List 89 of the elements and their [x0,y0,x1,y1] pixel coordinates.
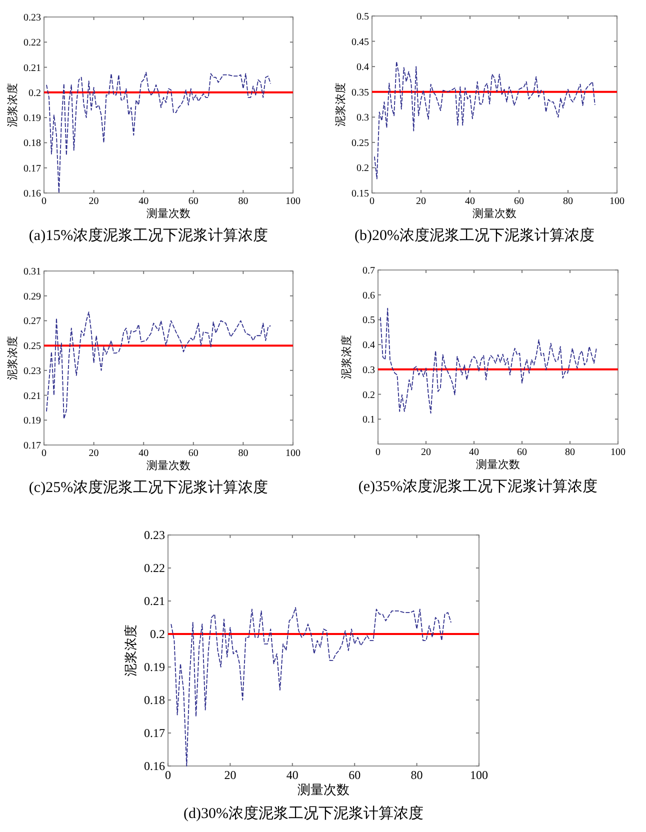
text: (a)15%浓度泥浆工况下泥浆计算浓度 [28,227,268,244]
x-tick-label: 20 [224,768,236,782]
y-tick-label: 0.4 [356,62,369,74]
y-tick-label: 0.22 [144,561,165,576]
x-tick-label: 100 [470,768,488,782]
x-tick-label: 100 [610,196,624,207]
x-tick-label: 100 [610,447,626,458]
x-tick-label: 40 [469,447,479,458]
x-tick-label: 100 [286,448,300,459]
x-tick-label: 80 [238,448,248,459]
x-tick-label: 40 [138,196,149,207]
y-tick-label: 0.23 [24,12,41,24]
y-tick-label: 0.18 [24,138,41,150]
x-tick-label: 0 [42,448,46,459]
y-tick-label: 0.25 [24,341,41,352]
x-tick-label: 20 [416,196,426,207]
y-tick-label: 0.18 [144,693,165,708]
y-axis-title: 泥浆浓度 [340,335,353,379]
x-tick-label: 60 [517,447,527,458]
y-tick-label: 0.31 [24,266,41,278]
y-tick-label: 0.2 [356,163,369,174]
y-tick-label: 0.23 [144,528,165,542]
y-axis-title: 泥浆浓度 [6,336,19,380]
x-tick-label: 40 [138,448,149,459]
y-tick-label: 0.3 [362,364,375,376]
y-tick-label: 0.21 [24,390,41,402]
x-tick-label: 20 [421,447,431,458]
y-tick-label: 0.23 [24,366,41,377]
x-tick-label: 60 [188,196,198,207]
y-tick-label: 0.5 [362,315,375,326]
x-tick-label: 40 [465,196,475,207]
y-tick-label: 0.16 [144,759,165,774]
text: (e)35%浓度泥浆工况下泥浆计算浓度 [358,478,598,495]
y-tick-label: 0.5 [356,12,369,22]
y-tick-label: 0.1 [362,414,375,426]
y-tick-label: 0.16 [24,188,41,200]
x-tick-label: 40 [286,768,298,782]
y-tick-label: 0.21 [144,594,165,608]
y-tick-label: 0.19 [24,113,41,124]
y-tick-label: 0.17 [24,440,41,452]
x-tick-label: 60 [514,196,524,207]
x-tick-label: 20 [88,196,99,207]
y-tick-label: 0.35 [352,87,369,98]
x-tick-label: 0 [165,768,171,782]
text: (d)30%浓度泥浆工况下泥浆计算浓度 [184,805,424,822]
x-tick-label: 80 [410,768,423,782]
y-tick-label: 0.25 [352,138,369,149]
line-series [170,607,452,766]
y-tick-label: 0.19 [24,416,41,427]
line-series [46,312,272,420]
y-tick-label: 0.29 [24,291,41,302]
y-tick-label: 0.3 [356,112,369,124]
x-axis-title: 测量次数 [146,208,190,220]
line-series [374,61,596,180]
x-axis-title: 测量次数 [472,208,516,220]
x-tick-label: 20 [88,448,99,459]
y-axis-title: 泥浆浓度 [334,82,347,126]
x-tick-label: 0 [370,196,374,207]
y-tick-label: 0.27 [24,316,41,328]
y-tick-label: 0.2 [28,88,41,99]
y-tick-label: 0.6 [362,290,375,302]
x-axis-title: 测量次数 [476,459,520,471]
y-tick-label: 0.19 [144,660,165,674]
y-tick-label: 0.21 [24,62,41,74]
x-tick-label: 0 [376,447,380,458]
x-tick-label: 60 [348,768,361,782]
y-tick-label: 0.2 [150,627,165,642]
y-axis-title: 泥浆浓度 [6,83,19,127]
x-tick-label: 60 [188,448,198,459]
y-tick-label: 0.45 [352,36,369,48]
y-tick-label: 0.2 [362,390,375,401]
line-series [46,72,272,194]
x-tick-label: 80 [238,196,248,207]
y-tick-label: 0.17 [144,726,165,740]
y-tick-label: 0.17 [24,163,41,174]
text: (c)25%浓度泥浆工况下泥浆计算浓度 [28,479,268,496]
x-tick-label: 80 [565,447,575,458]
y-tick-label: 0.15 [352,188,369,200]
y-tick-label: 0.4 [362,340,375,352]
text: (b)20%浓度泥浆工况下泥浆计算浓度 [354,227,594,244]
x-tick-label: 100 [286,196,300,207]
x-axis-title: 测量次数 [298,782,350,797]
y-axis-title: 泥浆浓度 [122,624,138,676]
x-axis-title: 测量次数 [146,460,190,472]
x-tick-label: 0 [42,196,46,207]
x-tick-label: 80 [563,196,573,207]
y-tick-label: 0.7 [362,266,375,276]
line-series [380,308,597,414]
y-tick-label: 0.22 [24,38,41,49]
